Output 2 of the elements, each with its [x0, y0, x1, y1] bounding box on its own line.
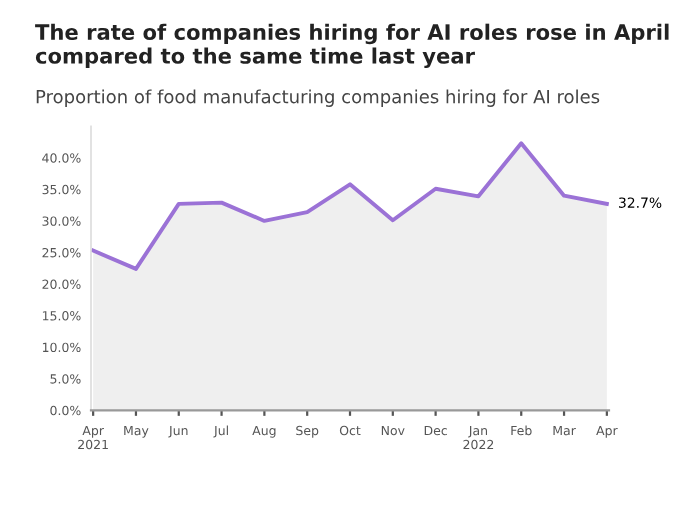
chart-title: The rate of companies hiring for AI roles rose in April compared to the same time last year — [35, 23, 669, 69]
chart-subtitle: Proportion of food manufacturing companies hiring for AI roles — [36, 89, 600, 107]
